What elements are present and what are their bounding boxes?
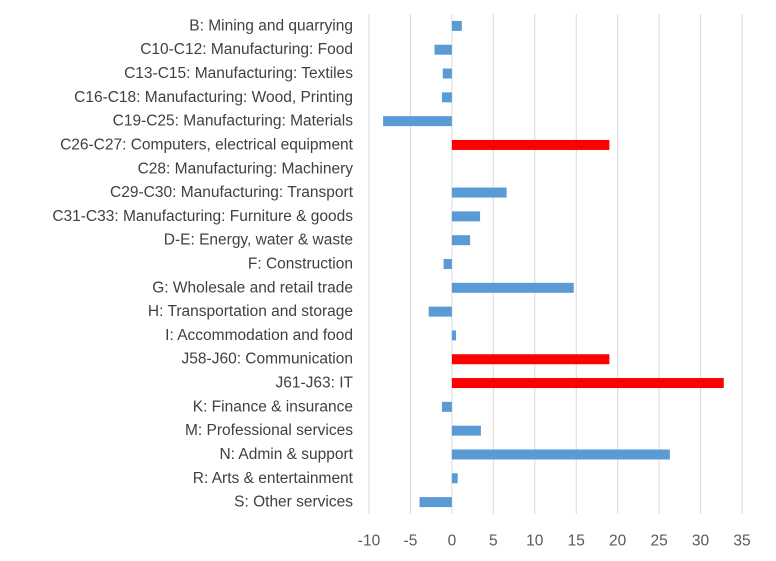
x-tick-label-20: 20 [609,533,627,550]
bar-r-arts-entertainment [451,473,458,484]
x-tick-label-15: 15 [568,533,585,550]
bar-s-other-services [419,497,452,508]
category-label-f-construction: F: Construction [248,256,353,273]
bar-c19-c25-manufacturing-materials [383,116,452,127]
bar-b-mining-and-quarrying [451,20,462,31]
bar-c29-c30-manufacturing-transport [451,187,507,198]
x-tick-label-35: 35 [733,533,750,550]
category-label-i-accommodation-and-food: I: Accommodation and food [165,327,353,344]
category-label-c29-c30-manufacturing-transport: C29-C30: Manufacturing: Transport [110,184,354,201]
category-label-m-professional-services: M: Professional services [185,422,353,439]
bar-j61-j63-it [451,378,724,389]
category-labels: B: Mining and quarrying C10-C12: Manufact… [52,17,353,510]
category-label-d-e-energy-water-waste: D-E: Energy, water & waste [164,232,353,249]
category-label-c31-c33-manufacturing-furniture-goods: C31-C33: Manufacturing: Furniture & good… [52,208,353,225]
x-tick-label-10: -10 [358,533,381,550]
category-label-j61-j63-it: J61-J63: IT [275,375,353,392]
bar-j58-j60-communication [451,354,610,365]
bar-m-professional-services [451,425,481,436]
bar-f-construction [443,259,452,269]
category-label-b-mining-and-quarrying: B: Mining and quarrying [189,17,353,34]
bar-c16-c18-manufacturing-wood-printing [441,92,452,103]
category-label-r-arts-entertainment: R: Arts & entertainment [193,470,354,487]
bar-c10-c12-manufacturing-food [434,44,452,55]
x-axis-tick-labels: -10 -5 0 5 10 15 20 25 30 35 [358,533,751,550]
bar-d-e-energy-water-waste [451,235,471,246]
category-label-c26-c27-computers-electrical-equipment: C26-C27: Computers, electrical equipment [60,136,354,153]
bar-h-transportation-and-storage [428,306,452,317]
category-label-c13-c15-manufacturing-textiles: C13-C15: Manufacturing: Textiles [124,65,353,82]
x-tick-label-5: -5 [404,533,418,550]
category-label-c19-c25-manufacturing-materials: C19-C25: Manufacturing: Materials [113,113,354,130]
category-label-c10-c12-manufacturing-food: C10-C12: Manufacturing: Food [140,41,353,58]
bar-g-wholesale-and-retail-trade [451,282,574,293]
category-label-j58-j60-communication: J58-J60: Communication [182,351,353,368]
x-tick-label-10: 10 [526,533,544,550]
x-tick-label-0: 0 [448,533,457,550]
category-label-g-wholesale-and-retail-trade: G: Wholesale and retail trade [152,279,353,296]
category-label-n-admin-support: N: Admin & support [219,446,353,463]
category-label-h-transportation-and-storage: H: Transportation and storage [148,303,353,320]
bar-n-admin-support [451,449,670,460]
x-tick-label-30: 30 [692,533,710,550]
bar-c13-c15-manufacturing-textiles [442,68,452,79]
x-tick-label-5: 5 [489,533,498,550]
bar-c26-c27-computers-electrical-equipment [451,139,610,150]
category-label-c16-c18-manufacturing-wood-printing: C16-C18: Manufacturing: Wood, Printing [74,89,353,106]
category-label-k-finance-insurance: K: Finance & insurance [193,398,353,415]
bars [383,20,724,508]
x-tick-label-25: 25 [650,533,667,550]
gridlines [368,14,743,514]
category-label-s-other-services: S: Other services [234,494,353,511]
bar-i-accommodation-and-food [451,330,457,341]
bar-k-finance-insurance [441,401,452,412]
bar-c31-c33-manufacturing-furniture-goods [451,211,481,222]
category-label-c28-manufacturing-machinery: C28: Manufacturing: Machinery [138,160,354,177]
